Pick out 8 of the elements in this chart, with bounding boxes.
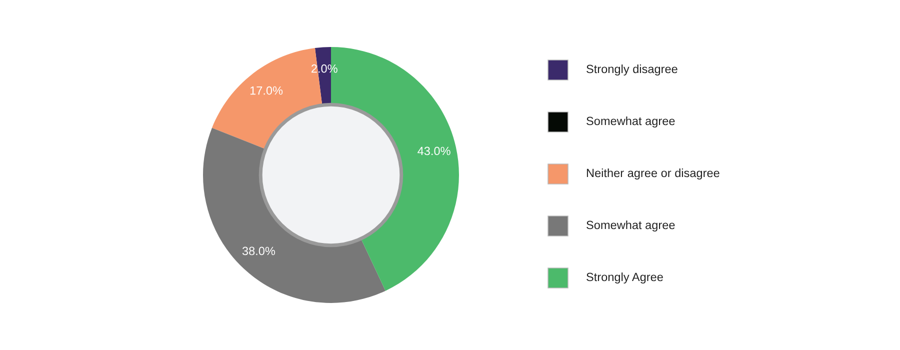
legend-label: Somewhat agree <box>586 116 675 128</box>
data-label: 17.0% <box>250 86 283 95</box>
legend-label: Somewhat agree <box>586 220 675 232</box>
data-label: 43.0% <box>418 146 450 156</box>
legend-label: Strongly disagree <box>586 64 678 76</box>
data-label: 38.0% <box>242 246 276 256</box>
legend-label: Neither agree or disagree <box>586 168 720 180</box>
legend-label: Strongly Agree <box>586 272 663 284</box>
